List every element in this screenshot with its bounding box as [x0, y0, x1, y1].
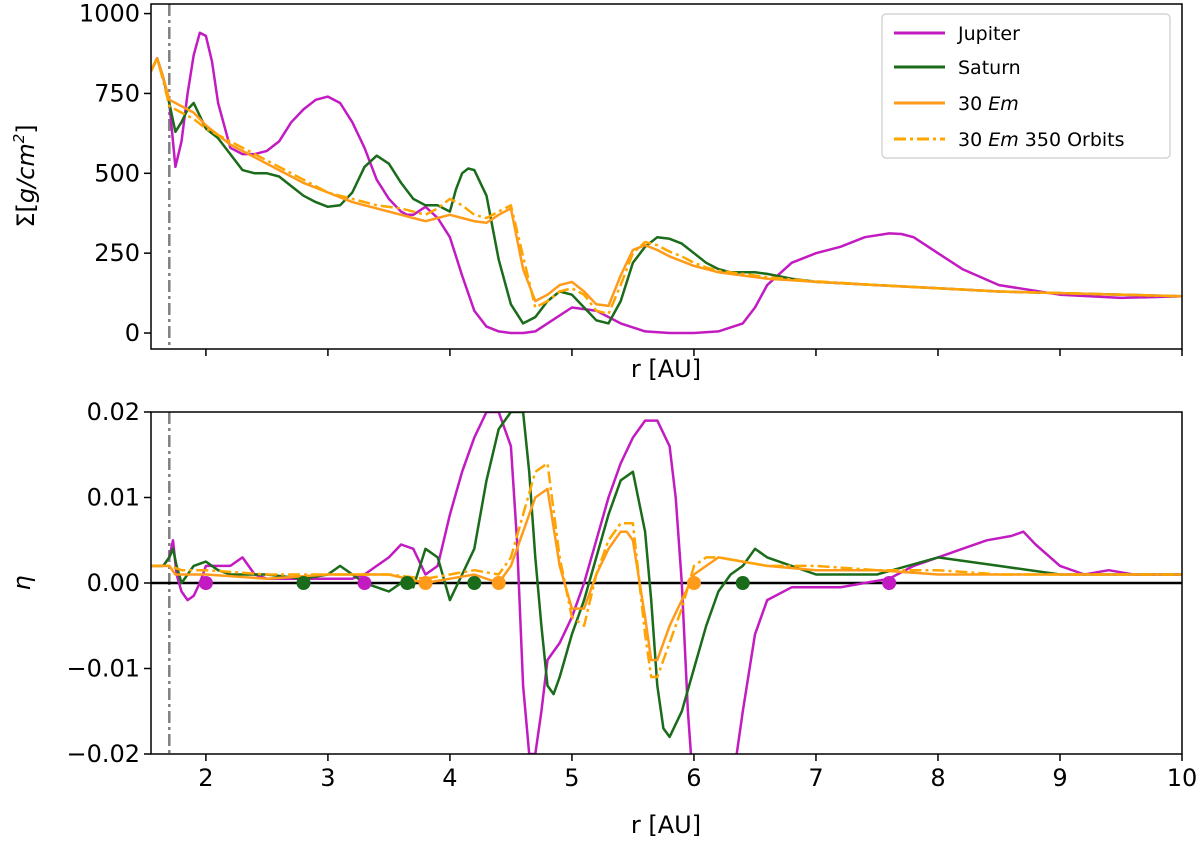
bottom-panel: −0.02 −0.01 0.00 0.01 0.02 2 3 4 5 6 7 8…	[8, 398, 1197, 839]
zero-crossing-marker	[882, 576, 897, 590]
top-axes-frame	[150, 3, 1183, 350]
zero-crossing-marker	[400, 576, 415, 590]
bottom-x-tick-label: 9	[1052, 764, 1067, 792]
top-y-ticks	[144, 12, 151, 334]
zero-crossing-marker	[686, 576, 701, 590]
zero-crossing-markers	[198, 576, 897, 590]
top-x-ticks	[205, 349, 1183, 356]
top-series-30-em-350-orbits	[151, 57, 1182, 316]
bottom-y-tick-label: 0.02	[87, 398, 140, 426]
bottom-x-tick-labels: 2 3 4 5 6 7 8 9 10	[198, 764, 1197, 792]
bottom-x-ticks	[205, 754, 1183, 761]
legend-label-saturn: Saturn	[958, 57, 1021, 79]
top-x-axis-label: r [AU]	[631, 355, 701, 383]
top-panel: 0 250 500 750 1000 Σ[g/cm2] r [AU] Jupit…	[10, 0, 1183, 383]
bottom-y-tick-label: −0.02	[66, 740, 140, 768]
bottom-x-tick-label: 4	[442, 764, 457, 792]
top-series-30-em	[151, 57, 1182, 308]
bottom-y-tick-label: 0.01	[87, 484, 140, 512]
top-plot-area	[151, 4, 1182, 349]
top-y-tick-label: 0	[125, 319, 140, 347]
bottom-x-tick-label: 8	[930, 764, 945, 792]
zero-crossing-marker	[357, 576, 372, 590]
bottom-y-tick-labels: −0.02 −0.01 0.00 0.01 0.02	[66, 398, 140, 768]
bottom-series-30-em-350-orbits	[151, 462, 1182, 679]
top-y-axis-label: Σ[g/cm2]	[10, 124, 40, 227]
bottom-x-tick-label: 5	[564, 764, 579, 792]
top-series-jupiter	[151, 31, 1182, 335]
zero-crossing-marker	[296, 576, 311, 590]
legend-label-30-em: 30 Em	[958, 93, 1019, 115]
zero-crossing-marker	[735, 576, 750, 590]
top-y-tick-label: 1000	[79, 0, 140, 28]
top-y-tick-labels: 0 250 500 750 1000	[79, 0, 140, 347]
legend-box	[881, 13, 1171, 159]
bottom-x-tick-label: 3	[320, 764, 335, 792]
bottom-y-ticks	[144, 411, 151, 755]
zero-crossing-marker	[418, 576, 433, 590]
bottom-x-tick-label: 6	[686, 764, 701, 792]
legend-label-30-em-350-orbits: 30 Em 350 Orbits	[958, 129, 1125, 151]
bottom-y-tick-label: −0.01	[66, 655, 140, 683]
bottom-series-jupiter	[151, 412, 1182, 754]
bottom-x-axis-label: r [AU]	[631, 811, 701, 839]
zero-crossing-marker	[198, 576, 213, 590]
bottom-axes-frame	[150, 411, 1183, 755]
top-y-tick-label: 250	[94, 239, 140, 267]
zero-crossing-marker	[491, 576, 506, 590]
zero-crossing-marker	[467, 576, 482, 590]
bottom-x-tick-label: 2	[198, 764, 213, 792]
legend-label-jupiter: Jupiter	[957, 23, 1020, 45]
bottom-y-tick-label: 0.00	[87, 569, 140, 597]
top-series-saturn	[151, 57, 1182, 325]
top-y-tick-label: 750	[94, 79, 140, 107]
bottom-y-axis-label: η	[8, 575, 36, 590]
bottom-x-tick-label: 10	[1167, 764, 1198, 792]
legend: Jupiter Saturn 30 Em 30 Em 350 Orbits	[881, 13, 1171, 159]
top-y-tick-label: 500	[94, 159, 140, 187]
bottom-plot-area	[151, 412, 1182, 754]
bottom-x-tick-label: 7	[808, 764, 823, 792]
